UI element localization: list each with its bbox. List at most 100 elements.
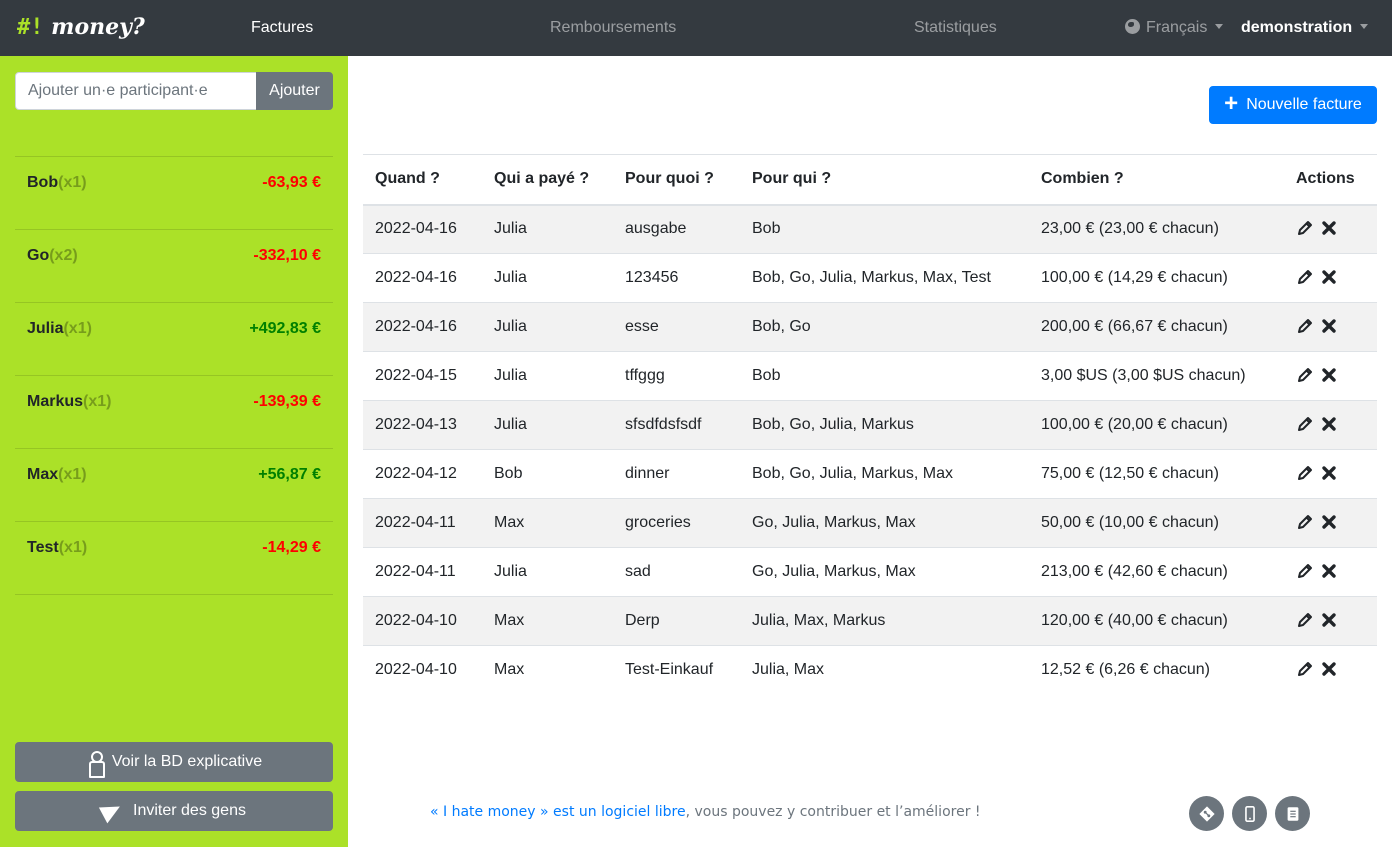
language-label: Français <box>1146 19 1208 36</box>
bill-owers: Bob, Go <box>740 302 1029 352</box>
delete-icon[interactable] <box>1320 317 1338 335</box>
bill-actions <box>1284 596 1377 646</box>
bill-actions <box>1284 204 1377 254</box>
nav-bills[interactable]: Factures <box>251 19 314 36</box>
table-row: 2022-04-16 Julia 123456 Bob, Go, Julia, Mar… <box>363 253 1377 303</box>
delete-icon[interactable] <box>1320 464 1338 482</box>
nav-settlements[interactable]: Remboursements <box>550 19 677 36</box>
paper-plane-icon <box>98 798 125 824</box>
bill-actions <box>1284 400 1377 450</box>
balance-amount: -332,10 € <box>253 247 321 264</box>
edit-icon[interactable] <box>1296 464 1314 482</box>
edit-icon[interactable] <box>1296 317 1314 335</box>
participant-name[interactable]: Max(x1) <box>27 466 87 483</box>
bill-owers: Bob, Go, Julia, Markus <box>740 400 1029 450</box>
invite-button[interactable]: Inviter des gens <box>15 791 333 831</box>
bill-description: sad <box>613 547 740 597</box>
nav-statistics[interactable]: Statistiques <box>914 19 997 36</box>
bill-amount: 50,00 € (10,00 € chacun) <box>1029 498 1284 548</box>
language-dropdown[interactable]: Français <box>1125 19 1224 37</box>
brand-name: money? <box>51 14 145 40</box>
footer-link[interactable]: « I hate money » est un logiciel libre <box>430 804 686 820</box>
edit-icon[interactable] <box>1296 268 1314 286</box>
header-amount: Combien ? <box>1029 154 1284 206</box>
bill-owers: Go, Julia, Markus, Max <box>740 498 1029 548</box>
balance-amount: -139,39 € <box>253 393 321 410</box>
participant-name[interactable]: Go(x2) <box>27 247 78 264</box>
add-participant-input[interactable] <box>15 72 257 110</box>
edit-icon[interactable] <box>1296 415 1314 433</box>
bill-description: Test-Einkauf <box>613 645 740 695</box>
comic-character-icon <box>86 748 105 778</box>
bill-actions <box>1284 645 1377 695</box>
edit-icon[interactable] <box>1296 562 1314 580</box>
bill-description: tffggg <box>613 351 740 401</box>
bill-owers: Go, Julia, Markus, Max <box>740 547 1029 597</box>
delete-icon[interactable] <box>1320 660 1338 678</box>
bill-description: ausgabe <box>613 204 740 254</box>
bill-payer: Bob <box>482 449 613 499</box>
bill-date: 2022-04-11 <box>363 498 482 548</box>
bill-actions <box>1284 547 1377 597</box>
bill-date: 2022-04-10 <box>363 596 482 646</box>
delete-icon[interactable] <box>1320 366 1338 384</box>
bill-amount: 3,00 $US (3,00 $US chacun) <box>1029 351 1284 401</box>
table-row: 2022-04-10 Max Test-Einkauf Julia, Max 12,52… <box>363 645 1377 695</box>
mobile-icon[interactable] <box>1232 796 1267 831</box>
comic-button[interactable]: Voir la BD explicative <box>15 742 333 782</box>
project-dropdown[interactable]: demonstration <box>1241 19 1369 37</box>
new-bill-button[interactable]: + Nouvelle facture <box>1209 86 1377 124</box>
git-icon[interactable] <box>1189 796 1224 831</box>
participant-name[interactable]: Test(x1) <box>27 539 88 556</box>
balance-row: Julia(x1) +492,83 € <box>15 303 333 376</box>
edit-icon[interactable] <box>1296 611 1314 629</box>
balance-row: Markus(x1) -139,39 € <box>15 376 333 449</box>
participant-name[interactable]: Bob(x1) <box>27 174 87 191</box>
table-row: 2022-04-16 Julia ausgabe Bob 23,00 € (23,00 … <box>363 204 1377 254</box>
brand-hash: #! <box>17 15 44 40</box>
bill-amount: 200,00 € (66,67 € chacun) <box>1029 302 1284 352</box>
bill-owers: Bob <box>740 204 1029 254</box>
delete-icon[interactable] <box>1320 415 1338 433</box>
table-row: 2022-04-11 Max groceries Go, Julia, Markus,… <box>363 498 1377 548</box>
footer-text: « I hate money » est un logiciel libre, … <box>430 804 981 820</box>
bill-actions <box>1284 302 1377 352</box>
bill-payer: Max <box>482 498 613 548</box>
bill-amount: 100,00 € (20,00 € chacun) <box>1029 400 1284 450</box>
brand-logo[interactable]: #! money? <box>17 14 145 44</box>
bill-amount: 75,00 € (12,50 € chacun) <box>1029 449 1284 499</box>
bill-description: groceries <box>613 498 740 548</box>
delete-icon[interactable] <box>1320 268 1338 286</box>
bill-description: 123456 <box>613 253 740 303</box>
bill-payer: Julia <box>482 253 613 303</box>
delete-icon[interactable] <box>1320 562 1338 580</box>
header-when: Quand ? <box>363 154 482 206</box>
bill-payer: Max <box>482 596 613 646</box>
header-payer: Qui a payé ? <box>482 154 613 206</box>
balance-amount: -63,93 € <box>262 174 321 191</box>
delete-icon[interactable] <box>1320 611 1338 629</box>
balance-row: Test(x1) -14,29 € <box>15 522 333 595</box>
docs-icon[interactable] <box>1275 796 1310 831</box>
delete-icon[interactable] <box>1320 513 1338 531</box>
edit-icon[interactable] <box>1296 219 1314 237</box>
bill-owers: Julia, Max <box>740 645 1029 695</box>
edit-icon[interactable] <box>1296 513 1314 531</box>
bill-owers: Bob <box>740 351 1029 401</box>
delete-icon[interactable] <box>1320 219 1338 237</box>
participant-weight: (x1) <box>63 320 92 337</box>
table-row: 2022-04-16 Julia esse Bob, Go 200,00 € (66,6… <box>363 302 1377 352</box>
bill-owers: Bob, Go, Julia, Markus, Max, Test <box>740 253 1029 303</box>
bill-payer: Julia <box>482 400 613 450</box>
edit-icon[interactable] <box>1296 366 1314 384</box>
participant-name[interactable]: Markus(x1) <box>27 393 112 410</box>
bill-owers: Bob, Go, Julia, Markus, Max <box>740 449 1029 499</box>
participant-name[interactable]: Julia(x1) <box>27 320 92 337</box>
edit-icon[interactable] <box>1296 660 1314 678</box>
balance-list: Bob(x1) -63,93 € Go(x2) -332,10 € Julia(… <box>15 156 333 595</box>
balance-row: Bob(x1) -63,93 € <box>15 157 333 230</box>
participant-weight: (x1) <box>58 174 87 191</box>
add-participant-button[interactable]: Ajouter <box>256 72 333 110</box>
bill-description: dinner <box>613 449 740 499</box>
balance-amount: +492,83 € <box>249 320 321 337</box>
